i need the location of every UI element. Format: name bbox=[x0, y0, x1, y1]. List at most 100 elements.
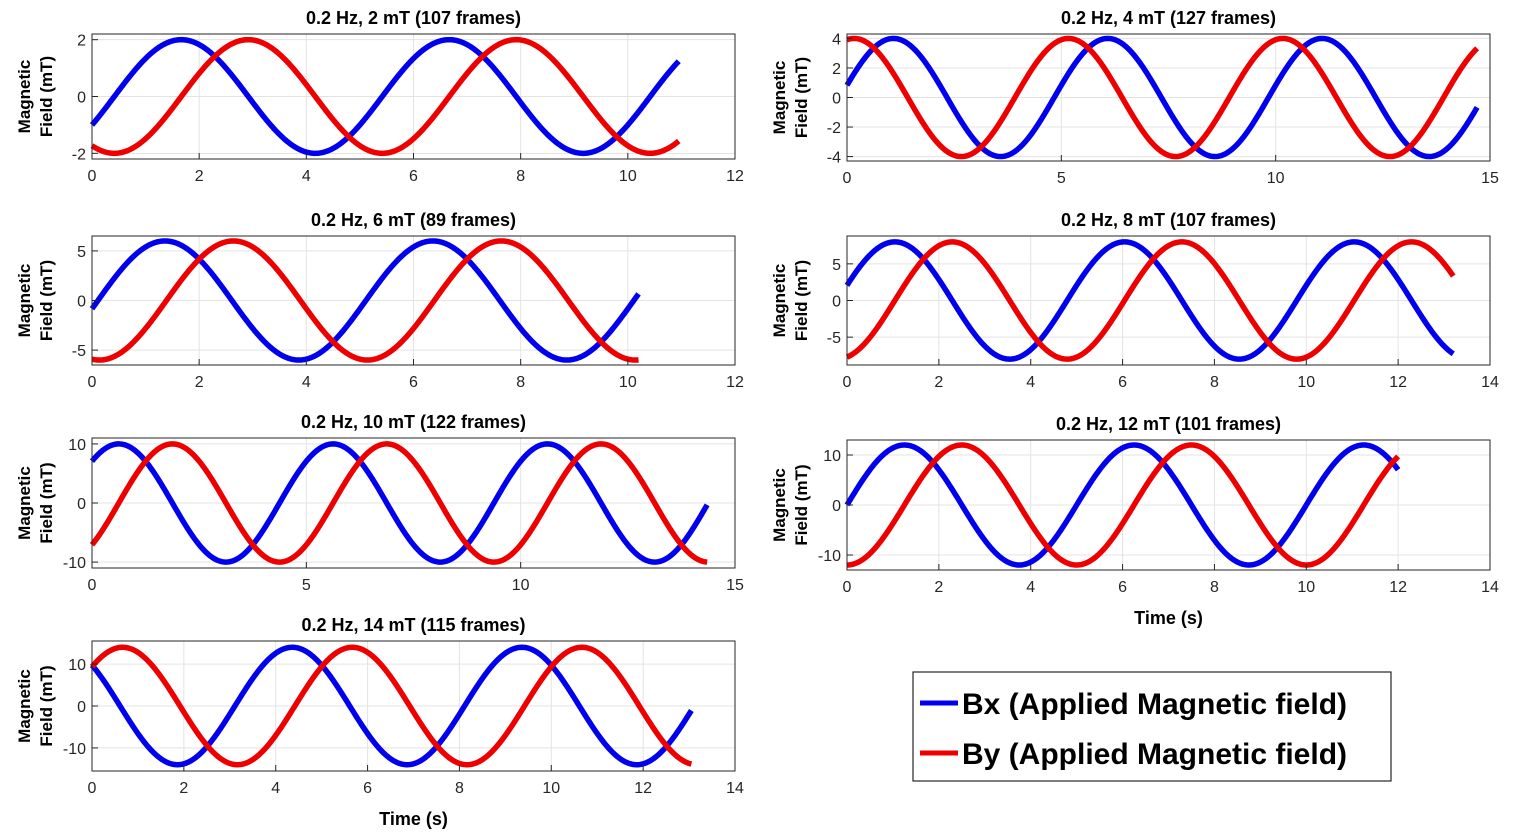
x-tick-label: 4 bbox=[271, 780, 280, 797]
x-tick-label: 14 bbox=[726, 780, 744, 797]
x-tick-label: 4 bbox=[1026, 374, 1035, 391]
y-axis-label: Magnetic bbox=[15, 669, 34, 743]
y-tick-label: 0 bbox=[77, 496, 86, 513]
series-line-by bbox=[89, 644, 693, 768]
y-axis-label: Field (mT) bbox=[37, 665, 56, 746]
chart-title: 0.2 Hz, 4 mT (127 frames) bbox=[1061, 8, 1276, 28]
series-line-by bbox=[90, 238, 640, 363]
y-tick-label: 4 bbox=[832, 31, 841, 48]
chart-title: 0.2 Hz, 10 mT (122 frames) bbox=[301, 412, 526, 432]
x-tick-label: 6 bbox=[409, 374, 418, 391]
y-tick-label: -10 bbox=[63, 555, 86, 572]
y-axis-label: Magnetic bbox=[15, 264, 34, 338]
series-line-bx bbox=[89, 238, 641, 363]
x-tick-label: 2 bbox=[195, 374, 204, 391]
y-tick-label: 0 bbox=[77, 699, 86, 716]
x-tick-label: 2 bbox=[934, 579, 943, 596]
x-tick-label: 6 bbox=[1118, 374, 1127, 391]
y-tick-label: 5 bbox=[832, 257, 841, 274]
x-tick-label: 8 bbox=[1210, 579, 1219, 596]
x-tick-label: 0 bbox=[843, 374, 852, 391]
x-tick-label: 0 bbox=[843, 579, 852, 596]
y-tick-label: -10 bbox=[818, 548, 841, 565]
chart-title: 0.2 Hz, 6 mT (89 frames) bbox=[311, 210, 516, 230]
x-tick-label: 6 bbox=[1118, 579, 1127, 596]
series-line-bx bbox=[844, 442, 1401, 568]
x-tick-label: 2 bbox=[934, 374, 943, 391]
chart-title: 0.2 Hz, 2 mT (107 frames) bbox=[306, 8, 521, 28]
x-tick-label: 0 bbox=[843, 170, 852, 187]
x-tick-label: 10 bbox=[619, 374, 637, 391]
series-line-bx bbox=[89, 36, 681, 157]
y-axis-label: Field (mT) bbox=[37, 260, 56, 341]
x-tick-label: 0 bbox=[88, 780, 97, 797]
x-tick-label: 10 bbox=[512, 577, 530, 594]
series-line-by bbox=[845, 35, 1480, 160]
x-tick-label: 10 bbox=[1297, 374, 1315, 391]
series-line-bx bbox=[844, 35, 1480, 160]
series-line-by bbox=[845, 239, 1456, 362]
y-axis-label: Magnetic bbox=[770, 468, 789, 542]
y-tick-label: -5 bbox=[827, 330, 841, 347]
x-tick-label: 8 bbox=[455, 780, 464, 797]
x-tick-label: 10 bbox=[542, 780, 560, 797]
chart-title: 0.2 Hz, 12 mT (101 frames) bbox=[1056, 414, 1281, 434]
y-axis-label: Magnetic bbox=[15, 60, 34, 134]
x-tick-label: 12 bbox=[726, 168, 744, 185]
x-tick-label: 12 bbox=[634, 780, 652, 797]
x-tick-label: 0 bbox=[88, 168, 97, 185]
x-tick-label: 10 bbox=[1297, 579, 1315, 596]
x-tick-label: 6 bbox=[363, 780, 372, 797]
x-tick-label: 6 bbox=[409, 168, 418, 185]
y-tick-label: -10 bbox=[63, 741, 86, 758]
y-tick-label: -2 bbox=[827, 120, 841, 137]
y-tick-label: 0 bbox=[77, 90, 86, 107]
chart-panel-4: 0 2 4 6 8 10 12 14 -5 0 5 0.2 Hz, 8 mT (107 frames)… bbox=[770, 210, 1499, 391]
y-tick-label: -5 bbox=[72, 343, 86, 360]
x-tick-label: 12 bbox=[1389, 374, 1407, 391]
y-tick-label: 10 bbox=[68, 657, 86, 674]
x-tick-label: 8 bbox=[1210, 374, 1219, 391]
x-tick-label: 15 bbox=[726, 577, 744, 594]
y-axis-label: Field (mT) bbox=[37, 462, 56, 543]
series-line-bx bbox=[89, 644, 694, 768]
y-axis-label: Magnetic bbox=[770, 61, 789, 135]
x-tick-label: 14 bbox=[1481, 579, 1499, 596]
y-tick-label: -4 bbox=[827, 150, 841, 167]
y-tick-label: 10 bbox=[68, 437, 86, 454]
x-tick-label: 10 bbox=[619, 168, 637, 185]
series-line-by bbox=[89, 441, 709, 565]
y-tick-label: 0 bbox=[832, 498, 841, 515]
y-tick-label: 2 bbox=[832, 61, 841, 78]
chart-panel-7: 0 2 4 6 8 10 12 14 -10 0 10 0.2 Hz, 14 mT (115 fram… bbox=[15, 615, 744, 829]
x-axis-label: Time (s) bbox=[379, 809, 448, 829]
y-axis-label: Magnetic bbox=[770, 264, 789, 338]
y-axis-label: Field (mT) bbox=[792, 57, 811, 138]
x-tick-label: 15 bbox=[1481, 170, 1499, 187]
x-tick-label: 5 bbox=[302, 577, 311, 594]
x-tick-label: 14 bbox=[1481, 374, 1499, 391]
x-tick-label: 12 bbox=[1389, 579, 1407, 596]
y-axis-label: Magnetic bbox=[15, 466, 34, 540]
x-tick-label: 4 bbox=[1026, 579, 1035, 596]
series-line-bx bbox=[89, 441, 710, 565]
x-tick-label: 4 bbox=[302, 168, 311, 185]
legend: Bx (Applied Magnetic field) By (Applied … bbox=[912, 671, 1392, 782]
x-tick-label: 2 bbox=[195, 168, 204, 185]
x-tick-label: 4 bbox=[302, 374, 311, 391]
y-tick-label: 0 bbox=[77, 294, 86, 311]
chart-panel-2: 0 5 10 15 -4 -2 0 2 4 0.2 Hz, 4 mT (127 frames) Ma… bbox=[770, 8, 1499, 187]
series-line-bx bbox=[844, 239, 1455, 362]
legend-box bbox=[912, 671, 1392, 782]
x-tick-label: 10 bbox=[1267, 170, 1285, 187]
x-tick-label: 8 bbox=[516, 168, 525, 185]
series-line-by bbox=[90, 36, 681, 157]
y-tick-label: -2 bbox=[72, 146, 86, 163]
y-axis-label: Field (mT) bbox=[792, 464, 811, 545]
x-tick-label: 2 bbox=[179, 780, 188, 797]
